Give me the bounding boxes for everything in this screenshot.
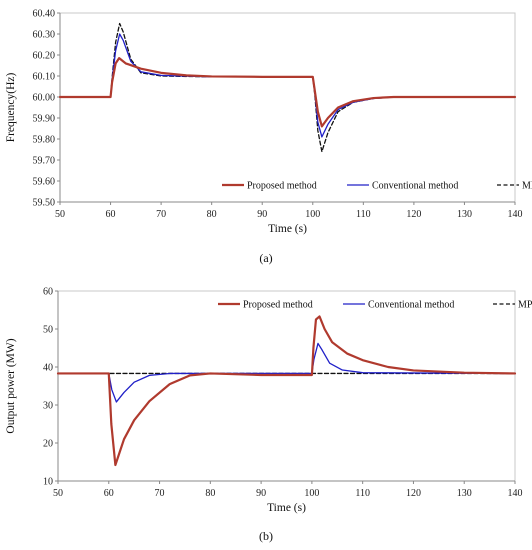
x-tick-label: 70 (156, 209, 166, 220)
x-tick-label: 110 (356, 209, 371, 220)
legend-label: Conventional method (368, 300, 454, 311)
legend: Proposed method Conventional method MPPT (218, 300, 532, 311)
y-tick-label: 60 (43, 287, 53, 298)
x-tick-label: 120 (406, 209, 421, 220)
x-tick-label: 90 (257, 209, 267, 220)
legend-label: Proposed method (243, 300, 313, 311)
x-tick-label: 140 (508, 209, 523, 220)
y-tick-label: 30 (43, 401, 53, 412)
x-tick-label: 60 (106, 209, 116, 220)
y-tick-label: 10 (43, 477, 53, 488)
plot-area (59, 12, 516, 203)
y-axis-label: Output power (MW) (5, 338, 17, 433)
x-tick-label: 90 (256, 488, 266, 499)
y-tick-label: 40 (43, 363, 53, 374)
y-tick-label: 60.30 (33, 30, 56, 41)
x-tick-label: 100 (305, 209, 320, 220)
x-tick-label: 140 (508, 488, 523, 499)
y-tick-label: 60.40 (33, 9, 56, 20)
y-tick-label: 60.00 (33, 93, 56, 104)
chart-a-caption: (a) (259, 251, 272, 265)
y-tick-label: 59.70 (33, 156, 56, 167)
x-tick-label: 130 (457, 488, 472, 499)
x-tick-label: 130 (457, 209, 472, 220)
legend-label: Conventional method (372, 181, 458, 192)
legend-label: Proposed method (247, 181, 317, 192)
y-tick-label: 50 (43, 325, 53, 336)
y-tick-label: 59.50 (33, 198, 56, 209)
x-tick-label: 110 (355, 488, 370, 499)
x-tick-label: 100 (304, 488, 319, 499)
series-line-proposed-method (56, 315, 517, 467)
legend-label: MPPT (522, 181, 532, 192)
x-tick-label: 60 (104, 488, 114, 499)
x-axis-label: Time (s) (267, 502, 306, 514)
legend: Proposed method Conventional method MPPT (222, 181, 532, 192)
y-tick-label: 20 (43, 439, 53, 450)
x-tick-label: 50 (55, 209, 65, 220)
chart-b-caption: (b) (259, 529, 273, 543)
chart-a-frequency: 50 60 70 80 90 100 110 120 130 140 59.50 59.60 59.70… (5, 9, 532, 236)
y-tick-label: 59.90 (33, 114, 56, 125)
series-line-proposed-method (58, 57, 517, 128)
x-tick-label: 80 (207, 209, 217, 220)
series-line-mppt (59, 22, 516, 153)
x-tick-label: 120 (406, 488, 421, 499)
y-tick-label: 60.20 (33, 51, 56, 62)
chart-b-output-power: 50 60 70 80 90 100 110 120 130 140 10 20 30 40 50 60 Tim… (5, 287, 532, 515)
x-axis-label: Time (s) (268, 223, 307, 235)
y-tick-label: 59.80 (33, 135, 56, 146)
y-axis-label: Frequency(Hz) (5, 73, 17, 143)
x-tick-label: 50 (53, 488, 63, 499)
y-tick-label: 59.60 (33, 177, 56, 188)
x-tick-label: 80 (205, 488, 215, 499)
x-tick-label: 70 (155, 488, 165, 499)
legend-label: MPPT (518, 300, 532, 311)
plot-area (57, 290, 516, 482)
y-tick-label: 60.10 (33, 72, 56, 83)
